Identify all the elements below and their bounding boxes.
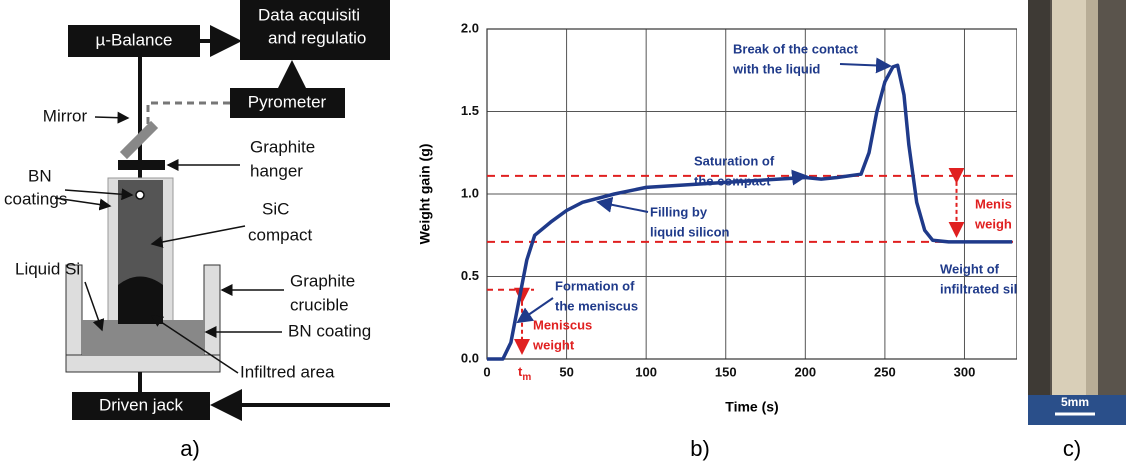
x-axis-label: Time (s)	[725, 399, 778, 415]
infiltrated-area	[118, 318, 163, 324]
crucible-label: crucible	[290, 295, 349, 314]
annotation: liquid silicon	[650, 224, 730, 239]
compact-label: SiC	[262, 199, 289, 218]
bn-coatings-label: coatings	[4, 189, 67, 208]
data-box-label: and regulatio	[268, 28, 366, 47]
annotation-arrow	[769, 169, 808, 186]
annotation: weigh	[974, 216, 1012, 231]
annotation: Filling by	[650, 204, 708, 219]
photo: 5mm	[1028, 0, 1126, 425]
annotation: infiltrated sili	[940, 281, 1021, 296]
annotation: Menis	[975, 196, 1012, 211]
annotation-arrow	[516, 297, 554, 324]
hanger-label: Graphite	[250, 137, 315, 156]
tm-base: t	[518, 364, 523, 379]
y-tick-label: 0.5	[461, 268, 479, 283]
tm-label: tm	[518, 364, 531, 382]
arrow	[84, 281, 105, 332]
data-line	[487, 63, 1013, 361]
panel-label: a)	[180, 436, 200, 461]
y-axis-label: Weight gain (g)	[417, 144, 433, 245]
panel-label: b)	[690, 436, 710, 461]
photo-shadow	[1028, 0, 1050, 425]
x-tick-label: 200	[794, 364, 816, 379]
hanger	[118, 160, 165, 170]
arrow	[64, 188, 134, 201]
annotation: weight	[532, 337, 575, 352]
annotation: the compact	[694, 173, 771, 188]
x-tick-label: 300	[954, 364, 976, 379]
infiltred-label: Infiltred area	[240, 362, 335, 381]
compact-label: compact	[248, 225, 313, 244]
weight-chart: Break of the contact with the liquid Satur…	[486, 28, 1021, 361]
y-tick-label: 1.0	[461, 185, 479, 200]
tm-sub: m	[522, 372, 531, 383]
mirror-label: Mirror	[43, 106, 88, 125]
crucible-label: Graphite	[290, 271, 355, 290]
data-box-label: Data acquisiti	[258, 5, 360, 24]
optical-path	[146, 101, 230, 130]
balance-label: µ-Balance	[96, 30, 173, 49]
data-box	[240, 0, 390, 60]
annotation: Saturation of	[694, 153, 775, 168]
pyrometer-label: Pyrometer	[248, 92, 327, 111]
pin	[135, 190, 145, 200]
sample-side	[1086, 0, 1098, 410]
arrow	[94, 111, 130, 124]
y-tick-label: 2.0	[461, 20, 479, 35]
x-tick-label: 50	[559, 364, 573, 379]
annotation: Weight of	[940, 261, 1000, 276]
annotation: with the liquid	[732, 61, 820, 76]
annotation: Formation of	[555, 278, 635, 293]
setup-diagram: µ-Balance Data acquisiti and regulatio P…	[4, 0, 390, 421]
scale-label: 5mm	[1061, 395, 1089, 409]
y-tick-label: 1.5	[461, 103, 479, 118]
x-tick-label: 250	[874, 364, 896, 379]
x-tick-label: 100	[635, 364, 657, 379]
crucible-base	[1028, 395, 1126, 425]
arrow	[54, 197, 112, 211]
jack-label: Driven jack	[99, 395, 184, 414]
annotation: Break of the contact	[733, 41, 859, 56]
crucible-wall	[65, 264, 83, 366]
crucible-wall	[203, 264, 221, 366]
y-tick-label: 0.0	[461, 350, 479, 365]
plot-frame	[486, 28, 1017, 360]
balance-box	[68, 25, 200, 57]
x-tick-label: 0	[483, 364, 490, 379]
annotation-arrow	[596, 196, 649, 213]
hanger-label: hanger	[250, 161, 303, 180]
annotation-arrow	[839, 57, 892, 74]
panel-label: c)	[1063, 436, 1081, 461]
annotation: the meniscus	[555, 298, 638, 313]
arrow	[150, 315, 239, 374]
x-tick-label: 150	[715, 364, 737, 379]
bn-coatings-label: BN	[28, 166, 52, 185]
pyrometer-box	[230, 88, 345, 118]
mirror	[119, 120, 159, 160]
crucible-bottom	[65, 354, 221, 373]
liquid-si-label: Liquid Si	[15, 259, 80, 278]
annotation: Meniscus	[533, 317, 592, 332]
arrow	[150, 225, 246, 248]
bn-coating-label: BN coating	[288, 321, 371, 340]
jack-box	[72, 392, 210, 420]
infiltrated-area	[118, 276, 163, 320]
